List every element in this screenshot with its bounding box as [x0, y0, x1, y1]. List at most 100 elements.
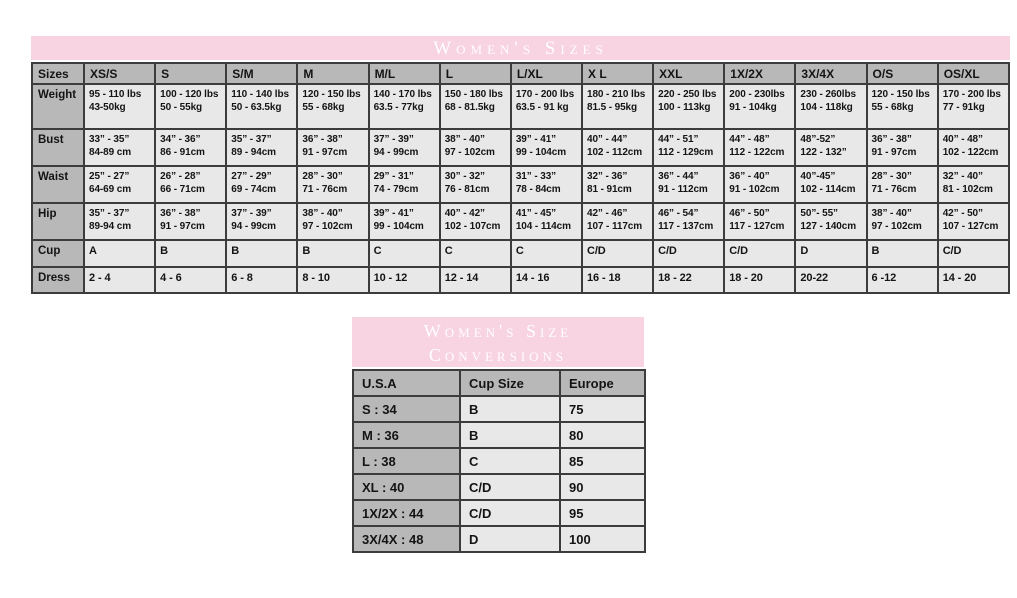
size-cell-line: 36” - 44”: [658, 171, 699, 182]
size-cell-line: 117 - 127cm: [729, 221, 785, 232]
size-cell: B: [154, 239, 228, 268]
size-cell: 39” - 41” 99 - 104cm: [367, 202, 441, 241]
size-cell-line: 50”- 55”: [800, 208, 838, 219]
size-cell-line: 41” - 45”: [515, 208, 557, 219]
size-cell-line: 127 - 140cm: [800, 221, 857, 232]
size-cell: 2 - 4: [82, 266, 157, 294]
size-cell: 12 - 14: [438, 266, 512, 294]
size-column-header: L: [438, 62, 512, 85]
size-cell: 14 - 20: [936, 266, 1011, 294]
size-conversions-section: Women's Size Conversions U.S.A Cup Size Eu…: [352, 317, 646, 553]
women-sizes-table: Sizes XS/S S S/M M M/L L L/XL X L XXL 1X/2X 3X/4X O/…: [31, 62, 1011, 294]
conversion-row: M : 36 B 80: [352, 421, 646, 449]
size-cell-line: 28” - 30”: [871, 171, 912, 182]
size-cell-line: 63.5 - 91 kg: [515, 102, 569, 113]
size-cell-line: 39” - 41”: [515, 134, 557, 145]
size-cell-line: 122 - 132”: [800, 147, 847, 158]
size-cell: C: [438, 239, 512, 268]
size-cell-line: 78 - 84cm: [515, 184, 561, 195]
size-cell-line: 102 - 122cm: [942, 147, 999, 158]
size-cell: 18 - 22: [652, 266, 726, 294]
size-cell-line: 37” - 39”: [231, 208, 272, 219]
size-cell-line: 99 - 104cm: [515, 147, 566, 158]
size-cell-line: 91 - 97cm: [160, 221, 205, 232]
size-cell-line: 104 - 114cm: [515, 221, 571, 232]
size-cell-line: 37” - 39”: [373, 134, 414, 145]
size-cell: 14 - 16: [509, 266, 583, 294]
size-cell-line: 30” - 32”: [444, 171, 485, 182]
size-cell: A: [82, 239, 157, 268]
size-cell: B: [296, 239, 370, 268]
size-cell: 35” - 37” 89 - 94cm: [225, 128, 299, 167]
size-cell: 42” - 46” 107 - 117cm: [580, 202, 655, 241]
size-cell: 36” - 38” 91 - 97cm: [296, 128, 370, 167]
size-cell: 26” - 28” 66 - 71cm: [154, 165, 228, 204]
size-cell-line: 110 - 140 lbs: [231, 89, 289, 100]
size-cell: 30” - 32” 76 - 81cm: [438, 165, 512, 204]
size-cell-line: 180 - 210 lbs: [586, 89, 646, 100]
size-cell: 31” - 33” 78 - 84cm: [509, 165, 583, 204]
size-cell: 44” - 48” 112 - 122cm: [723, 128, 797, 167]
size-cell-line: 36” - 38”: [302, 134, 343, 145]
size-cell: 170 - 200 lbs 63.5 - 91 kg: [509, 83, 583, 130]
size-cell: 95 - 110 lbs 43-50kg: [82, 83, 157, 130]
size-cell: C/D: [652, 239, 726, 268]
size-cell-line: 42” - 50”: [942, 208, 983, 219]
size-cell-line: 91 - 102cm: [729, 184, 780, 195]
conversion-cell: C: [459, 447, 561, 475]
size-cell-line: 200 - 230lbs: [729, 89, 785, 100]
size-cell-line: 102 - 112cm: [586, 147, 643, 158]
size-cell-line: 91 - 112cm: [658, 184, 708, 195]
size-cell-line: 55 - 68kg: [871, 102, 914, 113]
size-cell-line: 100 - 113kg: [658, 102, 711, 113]
size-cell-line: 95 - 110 lbs: [89, 89, 142, 100]
size-column-header: M/L: [367, 62, 441, 85]
size-cell: 44” - 51” 112 - 129cm: [652, 128, 726, 167]
size-cell: 48”-52” 122 - 132”: [794, 128, 868, 167]
size-cell-line: 100 - 120 lbs: [160, 89, 219, 100]
conversion-column-header: Europe: [559, 369, 646, 397]
measure-row-bust: Bust 33” - 35” 84-89 cm 34” - 36” 86 - 91cm 3…: [31, 128, 1011, 167]
size-cell-line: 44” - 48”: [729, 134, 770, 145]
conversion-cell: 90: [559, 473, 646, 501]
size-cell-line: 102 - 107cm: [444, 221, 501, 232]
size-cell-line: 27” - 29”: [231, 171, 272, 182]
size-cell: 170 - 200 lbs 77 - 91kg: [936, 83, 1011, 130]
size-cell: 36” - 40” 91 - 102cm: [723, 165, 797, 204]
size-cell-line: 32” - 36”: [586, 171, 628, 182]
usa-size-label: M : 36: [352, 421, 461, 449]
size-cell: 36” - 38” 91 - 97cm: [154, 202, 228, 241]
size-conversions-title-band: Women's Size Conversions: [352, 317, 644, 367]
size-conversions-title-line2: Conversions: [428, 345, 568, 365]
womens-sizes-title-band: Women's Sizes: [31, 36, 1010, 60]
usa-size-label: L : 38: [352, 447, 461, 475]
size-cell-line: 94 - 99cm: [231, 221, 276, 232]
size-cell: 50”- 55” 127 - 140cm: [794, 202, 868, 241]
size-cell-line: 40” - 48”: [942, 134, 983, 145]
size-cell-line: 64-69 cm: [89, 184, 132, 195]
size-cell-line: 26” - 28”: [160, 171, 201, 182]
conversion-header-row: U.S.A Cup Size Europe: [352, 369, 646, 397]
measure-row-waist: Waist 25” - 27” 64-69 cm 26” - 28” 66 - 71cm…: [31, 165, 1011, 204]
size-cell-line: 50 - 63.5kg: [231, 102, 282, 113]
size-column-header: 1X/2X: [723, 62, 797, 85]
size-cell: 40” - 44” 102 - 112cm: [580, 128, 655, 167]
size-cell-line: 102 - 114cm: [800, 184, 856, 195]
size-cell-line: 71 - 76cm: [302, 184, 348, 195]
size-cell-line: 46” - 50”: [729, 208, 770, 219]
size-cell-line: 140 - 170 lbs: [373, 89, 432, 100]
size-cell: 41” - 45” 104 - 114cm: [509, 202, 583, 241]
conversion-cell: D: [459, 525, 561, 553]
size-cell-line: 230 - 260lbs: [800, 89, 856, 100]
size-cell-line: 28” - 30”: [302, 171, 343, 182]
size-cell: 110 - 140 lbs 50 - 63.5kg: [225, 83, 299, 130]
size-cell-line: 81 - 91cm: [586, 184, 632, 195]
conversion-column-header: U.S.A: [352, 369, 461, 397]
conversion-cell: C/D: [459, 473, 561, 501]
size-cell-line: 91 - 97cm: [302, 147, 348, 158]
size-cell-line: 31” - 33”: [515, 171, 557, 182]
size-cell: 35” - 37” 89-94 cm: [82, 202, 157, 241]
size-column-header: M: [296, 62, 370, 85]
size-cell: 37” - 39” 94 - 99cm: [225, 202, 299, 241]
size-cell-line: 36” - 38”: [871, 134, 912, 145]
